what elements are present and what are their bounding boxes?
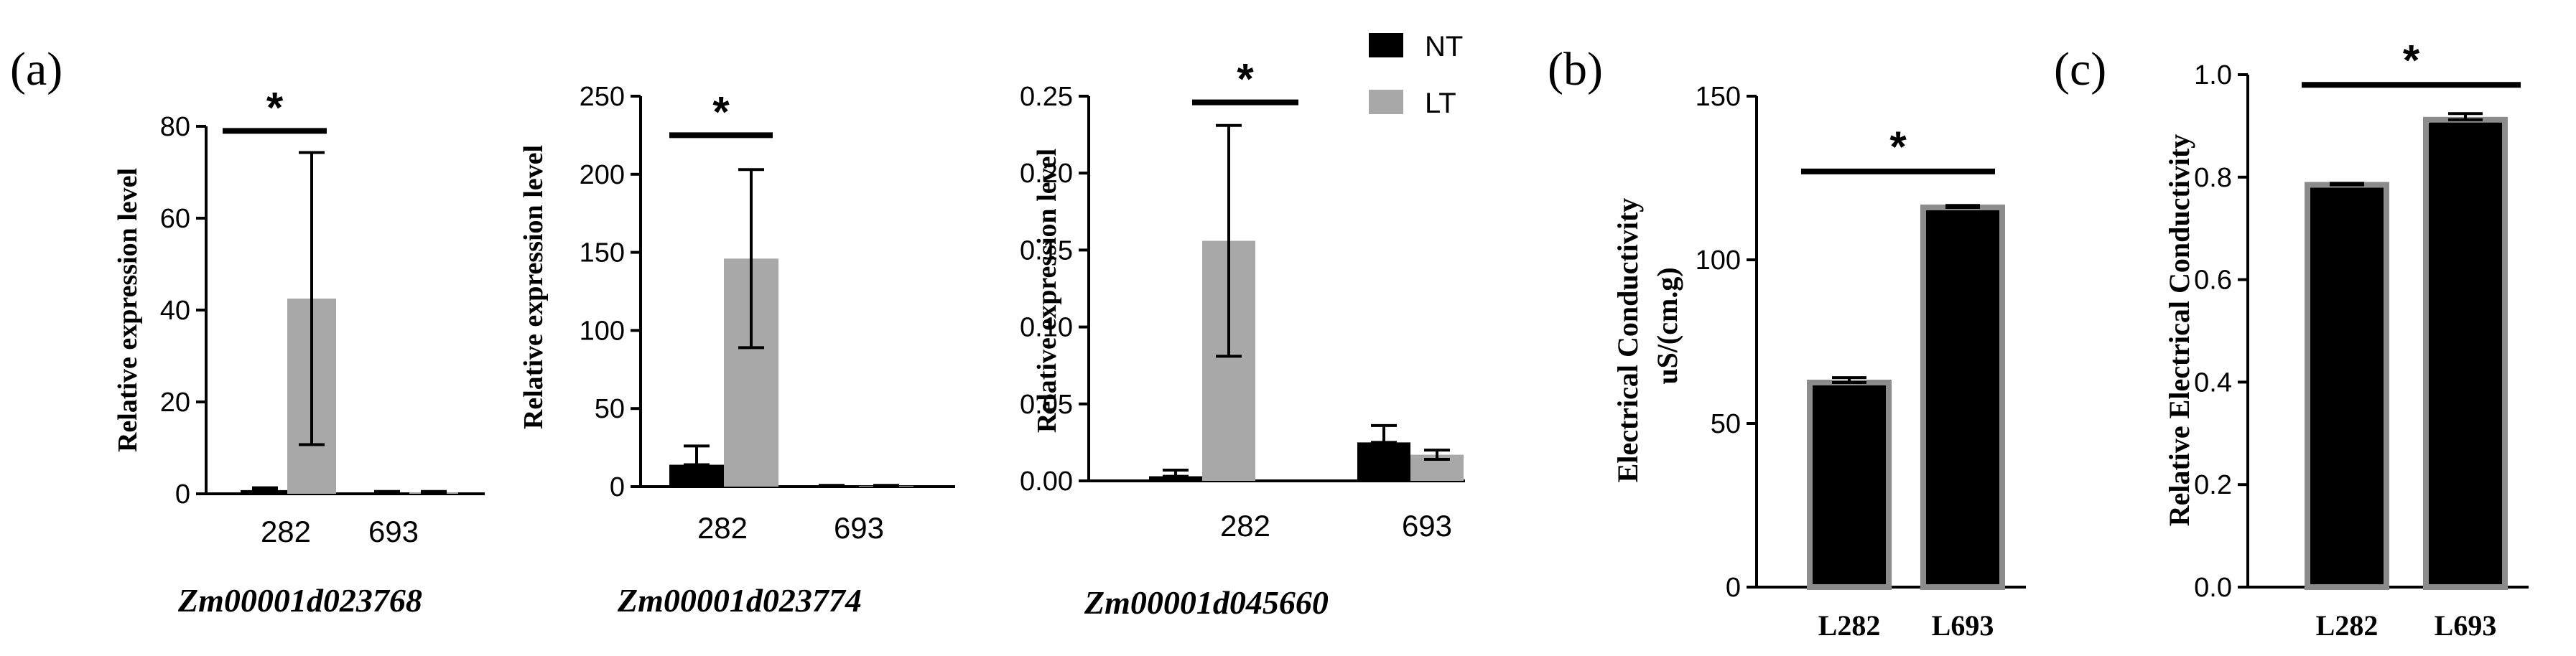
bar bbox=[1920, 205, 2005, 591]
y-tick-label: 0.0 bbox=[2194, 573, 2232, 603]
y-tick-label: 0.10 bbox=[1020, 313, 1073, 343]
x-tick-label: 693 bbox=[368, 515, 419, 548]
y-tick-label: 20 bbox=[160, 388, 190, 418]
y-tick-label: 40 bbox=[160, 296, 190, 326]
legend: NT LT bbox=[1369, 31, 1463, 119]
bar-nt bbox=[1149, 476, 1202, 481]
bar-nt bbox=[241, 489, 289, 494]
chart-zm00001d023774: 0 50 100 150 200 250 282 693 * Relative expressio… bbox=[519, 82, 955, 619]
y-tick-label: 0 bbox=[175, 479, 190, 510]
x-tick-label: 282 bbox=[697, 511, 748, 545]
panel-c-label: (c) bbox=[2054, 43, 2106, 95]
x-tick-label: L282 bbox=[1818, 609, 1881, 642]
y-axis-unit-label: uS/(cm.g) bbox=[1651, 267, 1683, 384]
bar bbox=[2423, 116, 2508, 591]
y-axis-label: Electrical Conductivity bbox=[1612, 198, 1644, 483]
bar-nt bbox=[669, 464, 724, 487]
y-tick-label: 150 bbox=[1696, 82, 1741, 112]
y-tick-label: 80 bbox=[160, 112, 190, 142]
legend-label-lt: LT bbox=[1425, 88, 1456, 119]
significance-star: * bbox=[712, 88, 730, 136]
y-tick-label: 0 bbox=[610, 472, 625, 502]
y-tick-label: 200 bbox=[580, 160, 625, 190]
legend-swatch-lt bbox=[1369, 90, 1403, 114]
x-tick-label: L693 bbox=[2435, 609, 2497, 642]
y-tick-label: 0.4 bbox=[2194, 367, 2232, 398]
y-tick-label: 0.00 bbox=[1020, 467, 1073, 497]
y-tick-label: 0.05 bbox=[1020, 390, 1073, 420]
y-tick-label: 0.2 bbox=[2194, 470, 2232, 500]
chart-zm00001d023768: 0 20 40 60 80 282 693 * Relative expression leve… bbox=[113, 83, 485, 619]
y-tick-label: 0.8 bbox=[2194, 163, 2232, 193]
y-tick-label: 0.20 bbox=[1020, 159, 1073, 189]
significance-star: * bbox=[1889, 123, 1907, 171]
x-tick-label: L693 bbox=[1932, 609, 1994, 642]
y-tick-label: 50 bbox=[1711, 409, 1741, 439]
legend-swatch-nt bbox=[1369, 33, 1403, 57]
y-tick-label: 150 bbox=[580, 238, 625, 268]
panel-b-label: (b) bbox=[1548, 43, 1603, 95]
gene-name: Zm00001d045660 bbox=[1084, 584, 1329, 621]
y-tick-label: 60 bbox=[160, 204, 190, 234]
chart-electrical-conductivity: 0 50 100 150 L282 L693 * Electrical Conductivit… bbox=[1612, 82, 2026, 642]
panel-a-label: (a) bbox=[10, 43, 62, 95]
x-tick-label: 282 bbox=[261, 515, 311, 548]
y-tick-label: 0.6 bbox=[2194, 266, 2232, 296]
y-tick-label: 50 bbox=[595, 394, 625, 424]
bar bbox=[2305, 182, 2389, 590]
x-tick-label: 693 bbox=[834, 511, 884, 545]
bar bbox=[1807, 380, 1892, 590]
x-tick-label: 693 bbox=[1402, 509, 1452, 543]
x-tick-label: L282 bbox=[2316, 609, 2379, 642]
y-tick-label: 100 bbox=[580, 316, 625, 346]
y-tick-label: 0.15 bbox=[1020, 235, 1073, 266]
x-tick-label: 282 bbox=[1220, 509, 1270, 543]
y-tick-label: 0.25 bbox=[1020, 82, 1073, 112]
significance-star: * bbox=[266, 83, 284, 131]
significance-star: * bbox=[1237, 55, 1254, 103]
y-axis-label: Relative expression level bbox=[1032, 149, 1062, 433]
legend-label-nt: NT bbox=[1425, 31, 1463, 62]
chart-zm00001d045660: 0.00 0.05 0.10 0.15 0.20 0.25 282 693 * Relative … bbox=[1020, 55, 1465, 621]
chart-relative-electrical-conductivity: 0.0 0.2 0.4 0.6 0.8 1.0 L282 L693 * Relative Elec… bbox=[2163, 36, 2529, 642]
gene-name: Zm00001d023768 bbox=[177, 582, 422, 619]
y-tick-label: 1.0 bbox=[2194, 60, 2232, 90]
significance-star: * bbox=[2403, 36, 2420, 84]
gene-name: Zm00001d023774 bbox=[617, 582, 862, 619]
y-tick-label: 0 bbox=[1726, 573, 1741, 603]
bar-nt bbox=[1357, 442, 1410, 481]
y-tick-label: 250 bbox=[580, 82, 625, 112]
y-tick-label: 100 bbox=[1696, 245, 1741, 276]
y-axis-label: Relative expression level bbox=[113, 168, 143, 452]
y-axis-label: Relative Electrical Conductivity bbox=[2163, 134, 2195, 527]
y-axis-label: Relative expression level bbox=[519, 145, 549, 429]
